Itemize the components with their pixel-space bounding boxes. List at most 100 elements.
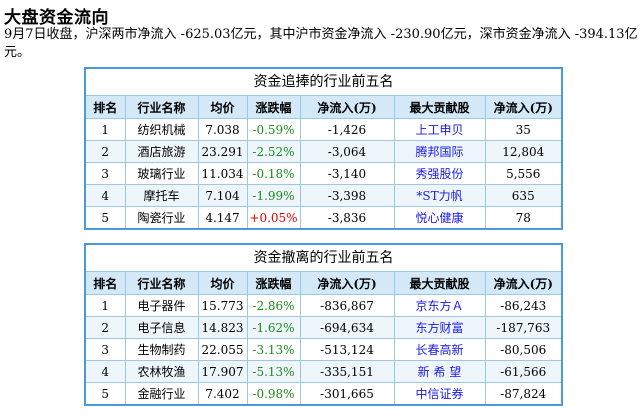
rank-cell: 4 bbox=[86, 360, 126, 383]
industry-cell: 纺织机械 bbox=[125, 118, 199, 141]
inflow-table: 排名 行业名称 均价 涨跌幅 净流入(万) 最大贡献股 净流入(万) 1 纺织机… bbox=[86, 96, 561, 228]
top-stock-link[interactable]: *ST力帆 bbox=[394, 184, 486, 207]
price-cell: 14.823 bbox=[198, 316, 248, 339]
header-price: 均价 bbox=[198, 96, 248, 119]
net-inflow-cell: -694,634 bbox=[300, 316, 395, 339]
table-row: 2 电子信息 14.823 -1.62% -694,634 东方财富 -187,… bbox=[86, 316, 561, 339]
net-inflow-cell: -3,140 bbox=[300, 162, 395, 185]
stock-inflow-cell: -86,243 bbox=[485, 294, 561, 317]
table-header-row: 排名 行业名称 均价 涨跌幅 净流入(万) 最大贡献股 净流入(万) bbox=[86, 96, 561, 119]
top-stock-link[interactable]: 腾邦国际 bbox=[394, 140, 486, 163]
change-cell: -2.52% bbox=[247, 140, 301, 163]
price-cell: 15.773 bbox=[198, 294, 248, 317]
industry-cell: 酒店旅游 bbox=[125, 140, 199, 163]
table-row: 2 酒店旅游 23.291 -2.52% -3,064 腾邦国际 12,804 bbox=[86, 140, 561, 163]
header-price: 均价 bbox=[198, 272, 248, 295]
inflow-panel-title: 资金追捧的行业前五名 bbox=[86, 69, 561, 96]
price-cell: 7.402 bbox=[198, 382, 248, 404]
rank-cell: 2 bbox=[86, 316, 126, 339]
industry-cell: 金融行业 bbox=[125, 382, 199, 404]
stock-inflow-cell: 78 bbox=[485, 206, 561, 228]
net-inflow-cell: -1,426 bbox=[300, 118, 395, 141]
price-cell: 7.038 bbox=[198, 118, 248, 141]
industry-cell: 农林牧渔 bbox=[125, 360, 199, 383]
table-row: 1 电子器件 15.773 -2.86% -836,867 京东方Ａ -86,2… bbox=[86, 294, 561, 317]
rank-cell: 1 bbox=[86, 118, 126, 141]
outflow-table: 排名 行业名称 均价 涨跌幅 净流入(万) 最大贡献股 净流入(万) 1 电子器… bbox=[86, 272, 561, 404]
change-cell: -1.99% bbox=[247, 184, 301, 207]
header-change: 涨跌幅 bbox=[247, 272, 301, 295]
header-industry: 行业名称 bbox=[125, 272, 199, 295]
outflow-panel-title: 资金撤离的行业前五名 bbox=[86, 245, 561, 272]
stock-inflow-cell: 5,556 bbox=[485, 162, 561, 185]
price-cell: 4.147 bbox=[198, 206, 248, 228]
change-cell: -2.86% bbox=[247, 294, 301, 317]
top-stock-link[interactable]: 上工申贝 bbox=[394, 118, 486, 141]
change-cell: -0.18% bbox=[247, 162, 301, 185]
table-row: 3 生物制药 22.055 -3.13% -513,124 长春高新 -80,5… bbox=[86, 338, 561, 361]
industry-cell: 玻璃行业 bbox=[125, 162, 199, 185]
top-stock-link[interactable]: 京东方Ａ bbox=[394, 294, 486, 317]
change-cell: +0.05% bbox=[247, 206, 301, 228]
industry-cell: 电子信息 bbox=[125, 316, 199, 339]
inflow-panel: 资金追捧的行业前五名 排名 行业名称 均价 涨跌幅 净流入(万) 最大贡献股 净… bbox=[84, 67, 563, 230]
net-inflow-cell: -513,124 bbox=[300, 338, 395, 361]
table-row: 1 纺织机械 7.038 -0.59% -1,426 上工申贝 35 bbox=[86, 118, 561, 141]
header-industry: 行业名称 bbox=[125, 96, 199, 119]
net-inflow-cell: -3,398 bbox=[300, 184, 395, 207]
header-stock-inflow: 净流入(万) bbox=[485, 96, 561, 119]
price-cell: 23.291 bbox=[198, 140, 248, 163]
table-row: 5 金融行业 7.402 -0.98% -301,665 中信证券 -87,82… bbox=[86, 382, 561, 404]
header-change: 涨跌幅 bbox=[247, 96, 301, 119]
table-row: 4 摩托车 7.104 -1.99% -3,398 *ST力帆 635 bbox=[86, 184, 561, 207]
stock-inflow-cell: 35 bbox=[485, 118, 561, 141]
rank-cell: 3 bbox=[86, 162, 126, 185]
net-inflow-cell: -836,867 bbox=[300, 294, 395, 317]
top-stock-link[interactable]: 新 希 望 bbox=[394, 360, 486, 383]
net-inflow-cell: -301,665 bbox=[300, 382, 395, 404]
net-inflow-cell: -3,064 bbox=[300, 140, 395, 163]
rank-cell: 4 bbox=[86, 184, 126, 207]
stock-inflow-cell: -80,506 bbox=[485, 338, 561, 361]
change-cell: -0.98% bbox=[247, 382, 301, 404]
stock-inflow-cell: -187,763 bbox=[485, 316, 561, 339]
price-cell: 11.034 bbox=[198, 162, 248, 185]
stock-inflow-cell: 635 bbox=[485, 184, 561, 207]
table-header-row: 排名 行业名称 均价 涨跌幅 净流入(万) 最大贡献股 净流入(万) bbox=[86, 272, 561, 295]
table-row: 4 农林牧渔 17.907 -5.13% -335,151 新 希 望 -61,… bbox=[86, 360, 561, 383]
change-cell: -1.62% bbox=[247, 316, 301, 339]
rank-cell: 5 bbox=[86, 382, 126, 404]
top-stock-link[interactable]: 悦心健康 bbox=[394, 206, 486, 228]
market-summary: 9月7日收盘，沪深两市净流入 -625.03亿元，其中沪市资金净流入 -230.… bbox=[4, 27, 638, 60]
header-net-inflow: 净流入(万) bbox=[300, 272, 395, 295]
change-cell: -3.13% bbox=[247, 338, 301, 361]
top-stock-link[interactable]: 中信证券 bbox=[394, 382, 486, 404]
rank-cell: 1 bbox=[86, 294, 126, 317]
header-top-stock: 最大贡献股 bbox=[394, 96, 486, 119]
header-top-stock: 最大贡献股 bbox=[394, 272, 486, 295]
header-rank: 排名 bbox=[86, 272, 126, 295]
net-inflow-cell: -335,151 bbox=[300, 360, 395, 383]
change-cell: -0.59% bbox=[247, 118, 301, 141]
price-cell: 22.055 bbox=[198, 338, 248, 361]
top-stock-link[interactable]: 秀强股份 bbox=[394, 162, 486, 185]
rank-cell: 2 bbox=[86, 140, 126, 163]
industry-cell: 电子器件 bbox=[125, 294, 199, 317]
stock-inflow-cell: 12,804 bbox=[485, 140, 561, 163]
rank-cell: 3 bbox=[86, 338, 126, 361]
table-row: 5 陶瓷行业 4.147 +0.05% -3,836 悦心健康 78 bbox=[86, 206, 561, 228]
industry-cell: 摩托车 bbox=[125, 184, 199, 207]
top-stock-link[interactable]: 长春高新 bbox=[394, 338, 486, 361]
top-stock-link[interactable]: 东方财富 bbox=[394, 316, 486, 339]
industry-cell: 生物制药 bbox=[125, 338, 199, 361]
page-title: 大盘资金流向 bbox=[4, 8, 109, 28]
change-cell: -5.13% bbox=[247, 360, 301, 383]
header-stock-inflow: 净流入(万) bbox=[485, 272, 561, 295]
price-cell: 17.907 bbox=[198, 360, 248, 383]
outflow-panel: 资金撤离的行业前五名 排名 行业名称 均价 涨跌幅 净流入(万) 最大贡献股 净… bbox=[84, 243, 563, 406]
header-rank: 排名 bbox=[86, 96, 126, 119]
rank-cell: 5 bbox=[86, 206, 126, 228]
price-cell: 7.104 bbox=[198, 184, 248, 207]
stock-inflow-cell: -61,566 bbox=[485, 360, 561, 383]
stock-inflow-cell: -87,824 bbox=[485, 382, 561, 404]
